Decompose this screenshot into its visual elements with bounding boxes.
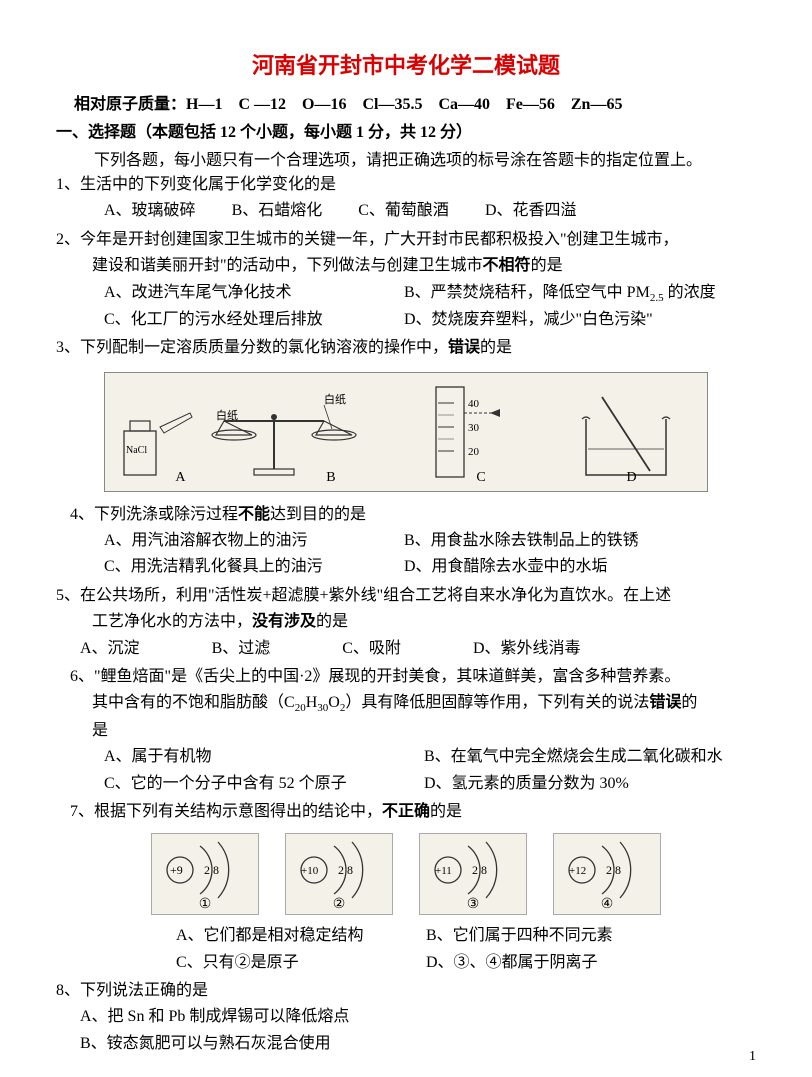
q7-choices: A、它们都是相对稳定结构 B、它们属于四种不同元素 C、只有②是原子 D、③、④… <box>176 923 756 976</box>
q3-fig-b: B <box>326 466 335 489</box>
svg-text:30: 30 <box>468 422 480 434</box>
q1-choice-c: C、葡萄酿酒 <box>358 198 449 224</box>
q6-line2: 其中含有的不饱和脂肪酸（C20H30O2）具有降低胆固醇等作用，下列有关的说法错… <box>92 690 756 717</box>
q5-choice-a: A、沉淀 <box>80 636 140 662</box>
q6-line1: 6、"鲤鱼焙面"是《舌尖上的中国·2》展现的开封美食，其味道鲜美，富含多种营养素… <box>70 664 756 690</box>
page-title: 河南省开封市中考化学二模试题 <box>56 48 756 80</box>
q6-choice-b: B、在氧气中完全燃烧会生成二氧化碳和水 <box>424 744 756 770</box>
q1-choice-a: A、玻璃破碎 <box>104 198 196 224</box>
q2-choice-c: C、化工厂的污水经处理后排放 <box>104 307 404 333</box>
svg-text:40: 40 <box>468 398 480 410</box>
q4-choices: A、用汽油溶解衣物上的油污 B、用食盐水除去铁制品上的铁锈 C、用洗洁精乳化餐具… <box>104 528 756 581</box>
q8-stem: 8、下列说法正确的是 <box>56 978 756 1004</box>
svg-text:+11: +11 <box>435 865 452 877</box>
atom-1-label: ① <box>152 893 258 916</box>
svg-text:+10: +10 <box>301 865 319 877</box>
q1-choices: A、玻璃破碎 B、石蜡熔化 C、葡萄酿酒 D、花香四溢 <box>104 198 756 224</box>
q6-choices: A、属于有机物 B、在氧气中完全燃烧会生成二氧化碳和水 C、它的一个分子中含有 … <box>104 744 756 797</box>
q7-stem: 7、根据下列有关结构示意图得出的结论中，不正确的是 <box>70 799 756 825</box>
q3-figure: NaCl 白纸 白纸 40 30 <box>104 372 708 492</box>
svg-text:20: 20 <box>468 446 480 458</box>
question-7: 7、根据下列有关结构示意图得出的结论中，不正确的是 +9 2 8 ① +10 <box>56 799 756 976</box>
section-header: 一、选择题（本题包括 12 个小题，每小题 1 分，共 12 分） <box>56 118 756 142</box>
atom-2-label: ② <box>286 893 392 916</box>
q2-choices: A、改进汽车尾气净化技术 B、严禁焚烧秸秆，降低空气中 PM2.5 的浓度 C、… <box>104 280 756 334</box>
q5-choices: A、沉淀 B、过滤 C、吸附 D、紫外线消毒 <box>80 636 756 662</box>
question-5: 5、在公共场所，利用"活性炭+超滤膜+紫外线"组合工艺将自来水净化为直饮水。在上… <box>56 583 756 662</box>
q7-choice-a: A、它们都是相对稳定结构 <box>176 923 426 949</box>
svg-text:2 8: 2 8 <box>338 863 353 877</box>
q6-line3: 是 <box>92 718 756 744</box>
q1-choice-b: B、石蜡熔化 <box>232 198 323 224</box>
q5-choice-c: C、吸附 <box>342 636 401 662</box>
q4-stem: 4、下列洗涤或除污过程不能达到目的的是 <box>70 502 756 528</box>
atomic-mass-line: 相对原子质量：H—1 C —12 O—16 Cl—35.5 Ca—40 Fe—5… <box>74 90 756 114</box>
q3-stem: 3、下列配制一定溶质质量分数的氯化钠溶液的操作中，错误的是 <box>56 335 756 361</box>
q6-choice-c: C、它的一个分子中含有 52 个原子 <box>104 771 424 797</box>
q2-choice-d: D、焚烧废弃塑料，减少"白色污染" <box>404 307 756 333</box>
q2-line2: 建设和谐美丽开封"的活动中，下列做法与创建卫生城市不相符的是 <box>92 253 756 279</box>
atom-3-label: ③ <box>420 893 526 916</box>
question-8: 8、下列说法正确的是 A、把 Sn 和 Pb 制成焊锡可以降低熔点 B、铵态氮肥… <box>56 978 756 1057</box>
atom-1: +9 2 8 ① <box>151 833 259 915</box>
q8-choices: A、把 Sn 和 Pb 制成焊锡可以降低熔点 B、铵态氮肥可以与熟石灰混合使用 <box>80 1004 756 1057</box>
q4-choice-b: B、用食盐水除去铁制品上的铁锈 <box>404 528 756 554</box>
q7-figure: +9 2 8 ① +10 2 8 ② <box>56 833 756 915</box>
atom-3: +11 2 8 ③ <box>419 833 527 915</box>
svg-text:+9: +9 <box>170 863 183 877</box>
question-1: 1、生活中的下列变化属于化学变化的是 A、玻璃破碎 B、石蜡熔化 C、葡萄酿酒 … <box>56 172 756 225</box>
atom-2: +10 2 8 ② <box>285 833 393 915</box>
q5-line1: 5、在公共场所，利用"活性炭+超滤膜+紫外线"组合工艺将自来水净化为直饮水。在上… <box>56 583 756 609</box>
q7-choice-b: B、它们属于四种不同元素 <box>426 923 756 949</box>
q1-stem: 1、生活中的下列变化属于化学变化的是 <box>56 172 756 198</box>
svg-text:NaCl: NaCl <box>126 445 147 456</box>
question-4: 4、下列洗涤或除污过程不能达到目的的是 A、用汽油溶解衣物上的油污 B、用食盐水… <box>56 502 756 581</box>
q4-choice-a: A、用汽油溶解衣物上的油污 <box>104 528 404 554</box>
q3-figure-labels: A B C D <box>105 466 707 489</box>
q2-choice-b: B、严禁焚烧秸秆，降低空气中 PM2.5 的浓度 <box>404 280 756 307</box>
question-2: 2、今年是开封创建国家卫生城市的关键一年，广大开封市民都积极投入"创建卫生城市，… <box>56 227 756 334</box>
svg-text:白纸: 白纸 <box>216 408 238 422</box>
svg-text:+12: +12 <box>569 865 586 877</box>
q2-line1: 2、今年是开封创建国家卫生城市的关键一年，广大开封市民都积极投入"创建卫生城市， <box>56 227 756 253</box>
svg-text:2 8: 2 8 <box>472 863 487 877</box>
q2-choice-a: A、改进汽车尾气净化技术 <box>104 280 404 307</box>
q5-choice-b: B、过滤 <box>212 636 271 662</box>
svg-text:白纸: 白纸 <box>324 392 346 406</box>
q3-fig-c: C <box>476 466 485 489</box>
q3-fig-d: D <box>626 466 636 489</box>
q4-choice-d: D、用食醋除去水壶中的水垢 <box>404 554 756 580</box>
question-3: 3、下列配制一定溶质质量分数的氯化钠溶液的操作中，错误的是 NaCl 白纸 白纸 <box>56 335 756 491</box>
svg-text:2 8: 2 8 <box>204 863 219 877</box>
page-number: 1 <box>749 1049 756 1065</box>
instruction-text: 下列各题，每小题只有一个合理选项，请把正确选项的标号涂在答题卡的指定位置上。 <box>62 146 756 170</box>
q1-choice-d: D、花香四溢 <box>485 198 577 224</box>
q5-line2: 工艺净化水的方法中，没有涉及的是 <box>92 609 756 635</box>
q8-choice-b: B、铵态氮肥可以与熟石灰混合使用 <box>80 1031 756 1057</box>
q5-choice-d: D、紫外线消毒 <box>473 636 581 662</box>
atom-4-label: ④ <box>554 893 660 916</box>
atom-4: +12 2 8 ④ <box>553 833 661 915</box>
q6-choice-a: A、属于有机物 <box>104 744 424 770</box>
q6-choice-d: D、氢元素的质量分数为 30% <box>424 771 756 797</box>
q3-fig-a: A <box>175 466 185 489</box>
svg-text:2 8: 2 8 <box>606 863 621 877</box>
q4-choice-c: C、用洗洁精乳化餐具上的油污 <box>104 554 404 580</box>
q8-choice-a: A、把 Sn 和 Pb 制成焊锡可以降低熔点 <box>80 1004 756 1030</box>
question-6: 6、"鲤鱼焙面"是《舌尖上的中国·2》展现的开封美食，其味道鲜美，富含多种营养素… <box>56 664 756 797</box>
